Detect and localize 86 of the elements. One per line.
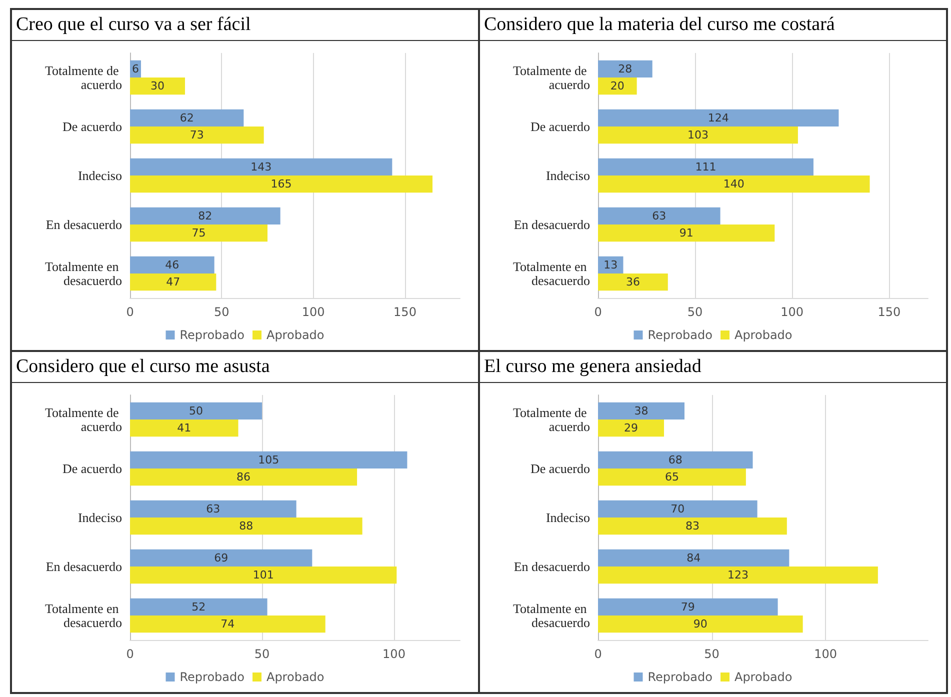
legend-label: Aprobado bbox=[266, 670, 324, 684]
data-label: 82 bbox=[198, 209, 212, 222]
data-label: 86 bbox=[236, 470, 251, 484]
data-label: 101 bbox=[252, 568, 274, 582]
data-label: 143 bbox=[250, 160, 272, 174]
chart-title: Considero que la materia del curso me costará bbox=[480, 10, 946, 41]
x-tick-label: 0 bbox=[126, 647, 134, 661]
y-tick-label: En desacuerdo bbox=[46, 559, 122, 574]
data-label: 75 bbox=[192, 226, 206, 240]
x-tick-label: 100 bbox=[814, 647, 838, 661]
x-tick-label: 150 bbox=[878, 305, 901, 319]
data-label: 74 bbox=[220, 618, 235, 631]
data-label: 123 bbox=[727, 568, 748, 582]
legend-label: Reprobado bbox=[180, 670, 244, 684]
x-tick-label: 100 bbox=[382, 647, 406, 661]
y-tick-label: Indeciso bbox=[78, 510, 122, 525]
legend-label: Aprobado bbox=[734, 670, 792, 684]
data-label: 29 bbox=[624, 422, 638, 435]
data-label: 13 bbox=[604, 258, 618, 272]
y-tick-label: Indeciso bbox=[546, 510, 590, 525]
data-label: 90 bbox=[693, 618, 708, 631]
x-tick-label: 0 bbox=[594, 305, 602, 319]
y-tick-label: Totalmente en desacuerdo bbox=[44, 601, 122, 630]
x-tick-label: 50 bbox=[254, 647, 270, 661]
data-label: 91 bbox=[679, 226, 694, 240]
y-tick-label: De acuerdo bbox=[62, 119, 122, 134]
data-label: 103 bbox=[687, 128, 708, 142]
y-tick-label: Indeciso bbox=[546, 168, 590, 183]
data-label: 73 bbox=[190, 128, 204, 142]
data-label: 111 bbox=[695, 160, 716, 174]
data-label: 63 bbox=[652, 209, 666, 222]
y-tick-label: De acuerdo bbox=[62, 461, 122, 476]
data-label: 84 bbox=[686, 551, 701, 564]
chart-title: El curso me genera ansiedad bbox=[480, 352, 946, 383]
legend-label: Aprobado bbox=[734, 328, 792, 342]
data-label: 52 bbox=[192, 600, 206, 614]
x-tick-label: 100 bbox=[302, 305, 325, 319]
data-label: 36 bbox=[626, 276, 640, 289]
data-label: 70 bbox=[670, 502, 685, 516]
data-label: 124 bbox=[708, 111, 729, 124]
y-tick-label: Totalmente de acuerdo bbox=[512, 405, 590, 434]
chart-title: Creo que el curso va a ser fácil bbox=[12, 10, 478, 41]
x-tick-label: 50 bbox=[214, 305, 230, 319]
legend-label: Reprobado bbox=[648, 670, 712, 684]
legend-label: Aprobado bbox=[266, 328, 324, 342]
y-tick-label: Indeciso bbox=[78, 168, 122, 183]
data-label: 47 bbox=[166, 276, 180, 289]
data-label: 105 bbox=[258, 453, 280, 466]
y-tick-label: En desacuerdo bbox=[514, 217, 590, 232]
data-label: 38 bbox=[634, 404, 648, 418]
data-label: 50 bbox=[189, 404, 203, 418]
y-tick-label: Totalmente en desacuerdo bbox=[44, 259, 122, 288]
y-tick-label: Totalmente de acuerdo bbox=[44, 63, 122, 92]
x-tick-label: 150 bbox=[394, 305, 416, 319]
x-tick-label: 100 bbox=[780, 305, 804, 319]
legend-label: Reprobado bbox=[180, 328, 244, 342]
y-tick-label: Totalmente de acuerdo bbox=[512, 63, 590, 92]
data-label: 46 bbox=[165, 258, 180, 272]
data-label: 62 bbox=[180, 111, 194, 124]
y-tick-label: De acuerdo bbox=[530, 119, 590, 134]
data-label: 79 bbox=[680, 600, 695, 614]
data-label: 68 bbox=[668, 453, 682, 466]
data-label: 88 bbox=[239, 520, 254, 533]
data-label: 41 bbox=[177, 422, 192, 435]
x-tick-label: 0 bbox=[126, 305, 134, 319]
x-tick-label: 50 bbox=[687, 305, 703, 319]
data-label: 140 bbox=[723, 178, 744, 191]
y-tick-label: En desacuerdo bbox=[514, 559, 590, 574]
data-label: 65 bbox=[664, 470, 679, 484]
y-tick-label: Totalmente en desacuerdo bbox=[512, 259, 590, 288]
data-label: 20 bbox=[610, 80, 624, 93]
legend-label: Reprobado bbox=[648, 328, 712, 342]
x-tick-label: 0 bbox=[594, 647, 602, 661]
y-tick-label: En desacuerdo bbox=[46, 217, 122, 232]
y-tick-label: Totalmente de acuerdo bbox=[44, 405, 122, 434]
data-label: 6 bbox=[132, 62, 139, 76]
data-label: 63 bbox=[206, 502, 220, 516]
data-label: 69 bbox=[214, 551, 228, 564]
data-label: 165 bbox=[270, 178, 292, 191]
data-label: 30 bbox=[150, 80, 164, 93]
x-tick-label: 50 bbox=[704, 647, 720, 661]
data-label: 83 bbox=[685, 520, 700, 533]
data-label: 28 bbox=[618, 62, 632, 76]
chart-title: Considero que el curso me asusta bbox=[12, 352, 478, 383]
y-tick-label: Totalmente en desacuerdo bbox=[512, 601, 590, 630]
y-tick-label: De acuerdo bbox=[530, 461, 590, 476]
